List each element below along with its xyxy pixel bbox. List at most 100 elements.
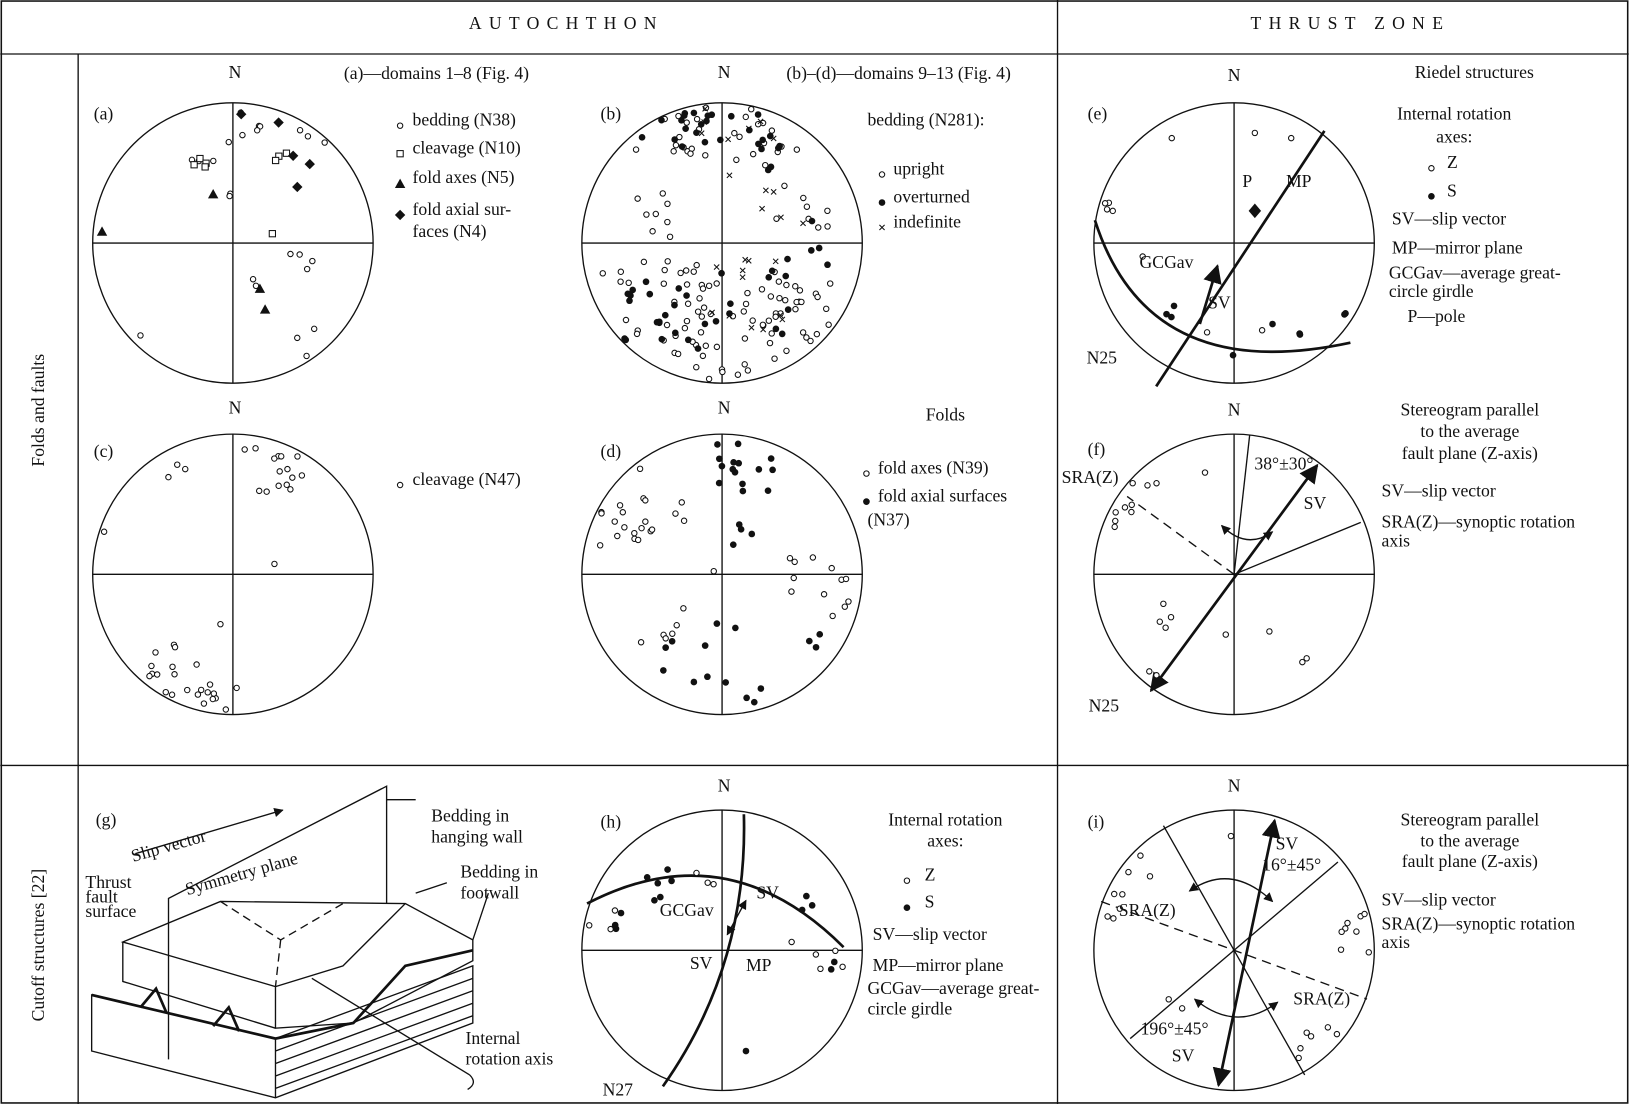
open-point — [773, 215, 780, 222]
legend-text: Internal rotation — [1397, 103, 1511, 123]
open-point — [878, 171, 886, 178]
open-point — [617, 268, 625, 275]
open-point — [684, 300, 692, 307]
filled-point — [701, 320, 709, 328]
annotation: 38°±30° — [1254, 453, 1313, 473]
open-point — [664, 258, 671, 265]
open-point — [169, 663, 176, 671]
legend-text: cleavage (N10) — [413, 138, 521, 158]
filled-point — [715, 479, 723, 487]
open-point — [734, 371, 742, 378]
open-point — [210, 157, 217, 165]
cross-point — [777, 214, 784, 221]
cross-point — [760, 326, 767, 333]
legend-text: circle girdle — [1389, 281, 1474, 301]
open-point — [1110, 890, 1118, 898]
open-point — [1258, 327, 1266, 334]
open-point — [672, 510, 679, 517]
legend-text: SV—slip vector — [1392, 208, 1506, 228]
open-point — [1324, 1024, 1332, 1031]
open-point — [1110, 915, 1117, 922]
open-point — [683, 281, 691, 288]
filled-point — [684, 336, 692, 344]
open-point — [828, 564, 835, 572]
open-point — [687, 150, 694, 157]
filled-point — [726, 310, 733, 317]
legend-text: fold axial sur- — [413, 199, 512, 219]
open-point — [814, 293, 821, 301]
legend-text: (N37) — [867, 510, 909, 530]
open-point — [782, 296, 789, 304]
open-point — [682, 267, 690, 274]
cross-point — [762, 187, 769, 194]
open-point — [296, 251, 303, 258]
open-point — [649, 228, 656, 235]
filled-point — [704, 112, 712, 120]
open-point — [184, 686, 191, 694]
open-point — [222, 706, 230, 713]
annotation: SV — [1208, 292, 1231, 312]
filled-point — [830, 958, 838, 966]
open-point — [162, 688, 169, 696]
cross-point — [770, 135, 777, 142]
cross-point — [726, 312, 733, 319]
filled-point — [653, 318, 661, 326]
annotation: MP — [746, 955, 772, 975]
filled-point — [658, 335, 666, 343]
open-point — [168, 691, 176, 698]
cross-point — [777, 312, 784, 319]
legend-text: circle girdle — [867, 999, 952, 1019]
open-point — [699, 285, 707, 292]
square-point — [282, 149, 291, 157]
triangle-point — [207, 189, 219, 199]
open-point — [775, 278, 783, 285]
open-point — [210, 690, 218, 697]
open-point — [672, 141, 680, 149]
open-point — [1146, 873, 1154, 880]
open-point — [800, 194, 807, 202]
cross-point — [772, 258, 779, 265]
open-point — [1428, 165, 1435, 172]
open-point — [663, 321, 671, 329]
open-point — [1125, 868, 1132, 876]
open-point — [749, 317, 756, 324]
annotation: fault — [85, 887, 117, 907]
filled-point — [626, 297, 633, 305]
open-point — [702, 152, 709, 159]
open-point — [253, 127, 261, 134]
open-point — [1111, 523, 1118, 531]
open-point — [396, 481, 404, 489]
open-point — [294, 334, 301, 342]
filled-point — [784, 255, 791, 263]
cross-point — [709, 309, 716, 316]
open-point — [765, 317, 773, 324]
open-point — [681, 324, 689, 332]
filled-point — [656, 893, 664, 901]
open-point — [807, 337, 814, 345]
open-point — [294, 453, 301, 460]
open-point — [793, 146, 801, 153]
legend-text: GCGav—average great- — [867, 978, 1039, 998]
legend-text: axis — [1382, 932, 1411, 952]
caption: (b)–(d)—domains 9–13 (Fig. 4) — [786, 63, 1011, 83]
filled-point — [772, 325, 780, 333]
panel-label: (a) — [94, 103, 114, 123]
open-point — [768, 127, 776, 134]
open-point — [617, 278, 624, 285]
open-point — [829, 612, 836, 620]
open-point — [271, 455, 278, 462]
filled-point — [638, 133, 646, 141]
open-point — [786, 555, 794, 562]
open-point — [1156, 618, 1164, 625]
filled-point — [654, 879, 662, 887]
filled-point — [824, 261, 831, 269]
annotation: GCGav — [1140, 252, 1194, 272]
open-point — [792, 283, 799, 290]
square-point — [196, 154, 204, 163]
open-point — [669, 630, 676, 637]
filled-point — [816, 631, 824, 638]
open-point — [276, 468, 283, 475]
filled-point — [739, 487, 747, 495]
open-point — [625, 279, 632, 287]
